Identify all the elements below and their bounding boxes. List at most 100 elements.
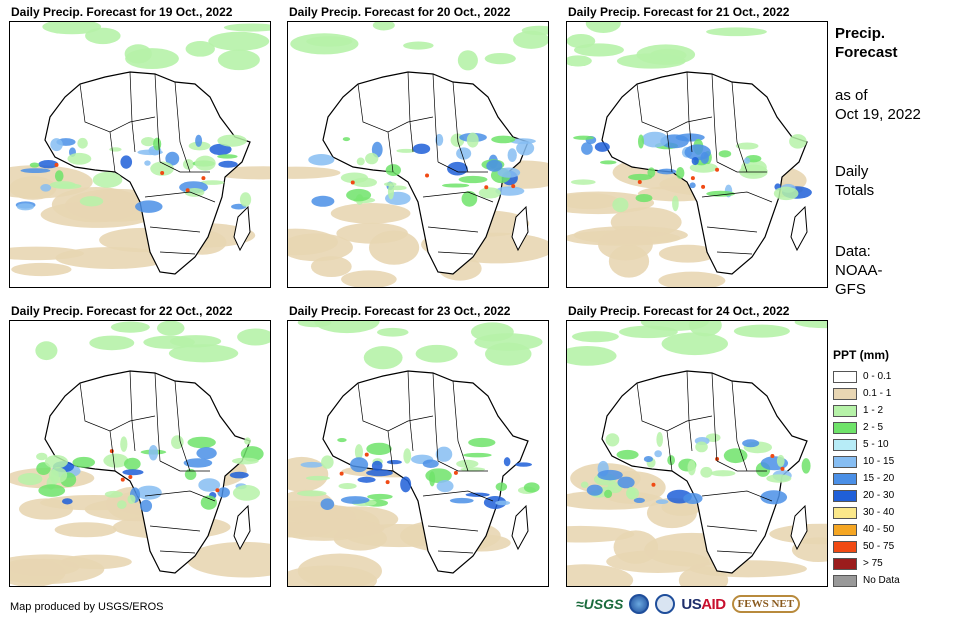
precip-map-1 — [9, 21, 271, 288]
heavy-rain-cell — [201, 176, 206, 181]
dry-area — [369, 230, 420, 265]
light-rain-area — [415, 344, 458, 363]
side-title-line1: Precip. — [835, 25, 886, 42]
country-border — [666, 131, 673, 173]
legend-label: 15 - 20 — [863, 473, 895, 484]
rain-cell — [38, 160, 59, 169]
country-border — [432, 73, 439, 163]
heavy-rain-cell — [215, 488, 220, 493]
legend-rows: 0 - 0.1 0.1 - 1 1 - 2 2 - 5 5 - 10 10 - 15 15 … — [833, 368, 963, 589]
country-border — [701, 490, 773, 502]
rain-cell — [400, 476, 412, 493]
rain-cell — [200, 495, 217, 510]
heavy-rain-cell — [350, 180, 355, 185]
rain-cell — [217, 487, 230, 498]
legend-item: 40 - 50 — [833, 521, 963, 538]
rain-cell — [144, 160, 151, 166]
rain-cell — [198, 478, 221, 492]
legend-label: 40 - 50 — [863, 524, 895, 535]
rain-cell — [340, 496, 370, 504]
rain-cell — [218, 160, 238, 168]
country-border — [407, 71, 414, 153]
legend-swatch — [833, 404, 857, 417]
legend-label: 1 - 2 — [863, 405, 884, 416]
rain-cell — [456, 459, 479, 468]
africa-outline — [44, 370, 251, 574]
country-border — [387, 131, 394, 173]
dry-area — [288, 228, 338, 256]
rain-cell — [710, 470, 736, 477]
dry-area — [11, 262, 72, 277]
light-rain-area — [363, 346, 403, 370]
madagascar-outline — [511, 205, 529, 252]
country-border — [437, 460, 488, 472]
light-rain-area — [619, 325, 678, 339]
rain-cell — [676, 166, 685, 179]
rain-cell — [641, 131, 669, 148]
rain-cell — [507, 148, 517, 162]
light-rain-area — [35, 341, 58, 361]
heavy-rain-cell — [780, 466, 785, 471]
rain-cell — [77, 137, 88, 149]
rain-cell — [689, 162, 718, 173]
rain-cell — [612, 197, 629, 213]
rain-cell — [367, 493, 393, 500]
rain-cell — [789, 134, 807, 149]
rain-cell — [306, 475, 330, 481]
rain-cell — [229, 471, 249, 479]
side-title: Precip. Forecast — [835, 24, 898, 62]
panel-title: Daily Precip. Forecast for 24 Oct., 2022 — [568, 304, 790, 318]
legend-swatch — [833, 523, 857, 536]
rain-cell — [478, 187, 501, 199]
precip-map-3 — [566, 21, 828, 288]
dry-area — [606, 550, 710, 573]
rain-cell — [580, 481, 589, 488]
light-rain-area — [185, 40, 215, 57]
map-svg — [10, 22, 270, 277]
rain-cell — [672, 195, 679, 212]
panel-title: Daily Precip. Forecast for 21 Oct., 2022 — [568, 5, 790, 19]
rain-cell — [742, 439, 760, 448]
heavy-rain-cell — [128, 474, 133, 479]
rain-cell — [217, 154, 238, 159]
legend-label: > 75 — [863, 558, 883, 569]
dry-area — [791, 537, 827, 563]
light-rain-area — [124, 44, 152, 64]
rain-cell — [165, 151, 180, 166]
light-rain-area — [571, 331, 619, 343]
rain-cell — [356, 157, 365, 166]
rain-cell — [735, 142, 759, 150]
rain-cell — [449, 497, 474, 504]
data-source-line1: Data: — [835, 243, 871, 260]
country-border — [701, 191, 773, 203]
rain-cell — [72, 456, 96, 468]
country-border — [706, 226, 758, 233]
light-rain-area — [306, 36, 353, 47]
light-rain-area — [156, 321, 185, 336]
rain-cell — [194, 155, 216, 171]
rain-cell — [586, 484, 603, 496]
rain-cell — [346, 188, 372, 202]
forecast-panel-6: Daily Precip. Forecast for 24 Oct., 2022 — [566, 304, 828, 587]
heavy-rain-cell — [54, 162, 59, 167]
rain-cell — [153, 137, 162, 151]
rain-cell — [495, 186, 525, 196]
rain-cell — [600, 160, 617, 165]
totals-block: Daily Totals — [835, 162, 874, 200]
rain-cell — [456, 147, 472, 160]
rain-cell — [196, 447, 217, 460]
country-border — [716, 460, 767, 472]
legend-swatch — [833, 557, 857, 570]
country-border — [144, 490, 216, 502]
light-rain-area — [168, 344, 239, 363]
forecast-panel-4: Daily Precip. Forecast for 22 Oct., 2022 — [9, 304, 271, 587]
heavy-rain-cell — [770, 454, 775, 459]
madagascar-outline — [233, 504, 251, 551]
rain-cell — [244, 437, 251, 445]
rain-cell — [447, 161, 468, 176]
light-rain-area — [457, 50, 478, 71]
madagascar-outline — [790, 205, 808, 252]
rain-cell — [657, 168, 677, 175]
country-border — [452, 81, 469, 173]
map-svg — [288, 22, 548, 287]
